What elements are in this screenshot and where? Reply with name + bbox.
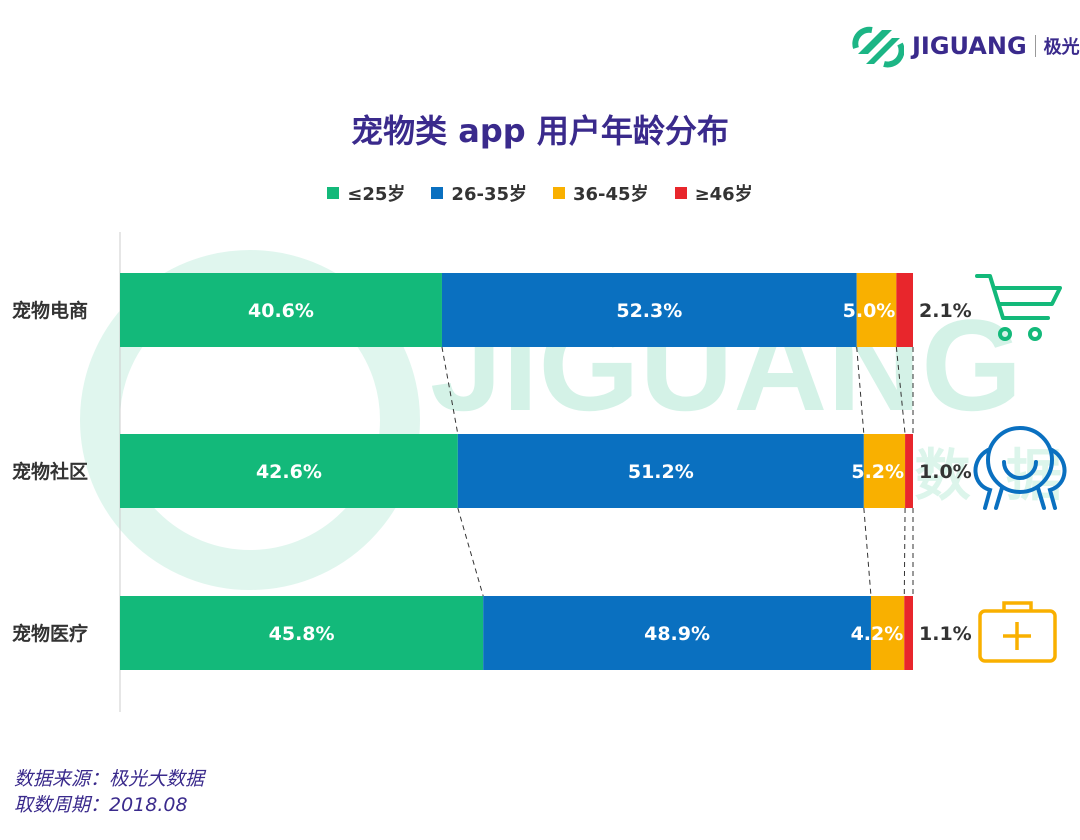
- data-source: 数据来源：极光大数据: [14, 768, 205, 790]
- logo-icon: [852, 26, 904, 68]
- bar-segment: [483, 596, 871, 670]
- connector-line: [863, 507, 872, 597]
- bar-segment: [457, 434, 864, 508]
- category-label: 宠物医疗: [12, 622, 88, 645]
- data-label: 5.0%: [843, 300, 896, 322]
- legend-swatch: [327, 187, 340, 199]
- data-label: 1.0%: [919, 461, 972, 483]
- category-label: 宠物社区: [12, 460, 88, 483]
- watermark-logo: [80, 250, 420, 590]
- data-label: 5.2%: [851, 461, 904, 483]
- data-label: 1.1%: [919, 623, 972, 645]
- community-person-icon: [973, 426, 1067, 510]
- logo-cn: 极光: [1043, 37, 1080, 58]
- data-label: 48.9%: [644, 623, 710, 645]
- bar-segment: [120, 273, 442, 347]
- data-period: 取数周期：2018.08: [14, 794, 188, 816]
- legend-label: ≤25岁: [347, 184, 406, 205]
- jiguang-logo: JIGUANG 极光: [852, 24, 1080, 68]
- connector-line: [441, 346, 459, 435]
- data-label: 42.6%: [256, 461, 322, 483]
- data-label: 4.2%: [851, 623, 904, 645]
- bar-segment: [441, 273, 857, 347]
- chart-title: 宠物类 app 用户年龄分布: [351, 112, 729, 150]
- bar-segment: [896, 273, 913, 347]
- data-label: 45.8%: [269, 623, 335, 645]
- data-label: 40.6%: [248, 300, 314, 322]
- legend-label: 36-45岁: [573, 184, 649, 205]
- bar-segment: [856, 273, 897, 347]
- legend-item: ≥46岁: [674, 180, 753, 206]
- connector-line: [895, 346, 906, 435]
- bar-segment: [905, 434, 913, 508]
- legend-swatch: [431, 187, 444, 199]
- data-label: 2.1%: [919, 300, 972, 322]
- legend-swatch: [674, 187, 687, 199]
- logo-brand: JIGUANG: [912, 32, 1027, 60]
- bar-segment: [870, 596, 905, 670]
- bar-segment: [120, 596, 484, 670]
- category-label: 宠物电商: [12, 299, 88, 322]
- legend-item: 36-45岁: [553, 180, 649, 206]
- legend-swatch: [553, 187, 565, 199]
- legend-label: 26-35岁: [451, 184, 527, 205]
- connector-line: [457, 507, 484, 597]
- data-label: 52.3%: [616, 300, 682, 322]
- connector-line: [856, 346, 865, 435]
- bar-segment: [904, 596, 913, 670]
- shopping-cart-icon: [975, 274, 1062, 341]
- bar-segment: [863, 434, 906, 508]
- legend-item: ≤25岁: [327, 180, 405, 206]
- legend: ≤25岁 26-35岁 36-45岁 ≥46岁: [0, 180, 1080, 206]
- logo-divider: [1034, 35, 1036, 57]
- legend-label: ≥46岁: [694, 184, 753, 205]
- medical-kit-icon: [978, 601, 1057, 663]
- bar-segment: [120, 434, 458, 508]
- connector-line: [903, 507, 906, 597]
- data-label: 51.2%: [628, 461, 694, 483]
- legend-item: 26-35岁: [431, 180, 527, 206]
